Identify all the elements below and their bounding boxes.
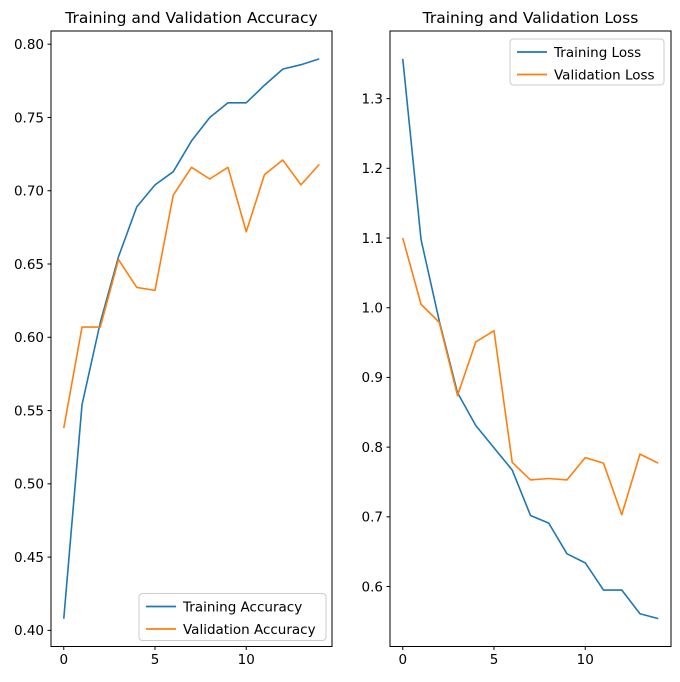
y-tick-label: 1.3 <box>362 91 383 107</box>
y-tick-label: 0.60 <box>14 330 44 346</box>
y-tick-label: 0.65 <box>14 257 44 273</box>
accuracy-chart-title: Training and Validation Accuracy <box>64 9 317 27</box>
y-tick-label: 0.45 <box>14 550 44 566</box>
y-tick-label: 0.75 <box>14 110 44 126</box>
x-tick-label: 10 <box>577 652 594 668</box>
y-tick-label: 0.6 <box>362 579 383 595</box>
accuracy-chart: 0 5 10 0.40 0.45 0.50 0.55 0.60 0.65 0.70 0.75 0.80… <box>14 9 333 668</box>
y-tick-label: 0.70 <box>14 184 44 200</box>
y-tick-label: 1.2 <box>362 161 383 177</box>
loss-chart-title: Training and Validation Loss <box>422 9 639 27</box>
legend-label-validation-loss: Validation Loss <box>554 67 655 83</box>
legend-label-training-loss: Training Loss <box>553 45 641 61</box>
y-tick-label: 1.0 <box>362 301 383 317</box>
loss-chart: 0 5 10 0.6 0.7 0.8 0.9 1.0 1.1 1.2 1.3 Training and… <box>362 9 672 668</box>
legend-label-validation-accuracy: Validation Accuracy <box>183 622 316 638</box>
loss-legend: Training Loss Validation Loss <box>509 38 665 86</box>
validation-accuracy-line <box>62 159 320 429</box>
x-tick-label: 5 <box>151 652 160 668</box>
legend-box <box>138 593 327 641</box>
x-tick-label: 0 <box>398 652 407 668</box>
y-tick-label: 0.80 <box>14 37 44 53</box>
x-tick-label: 0 <box>59 652 68 668</box>
legend-label-training-accuracy: Training Accuracy <box>182 599 302 615</box>
y-tick-label: 0.55 <box>14 403 44 419</box>
y-tick-label: 0.7 <box>362 510 383 526</box>
x-tick-label: 10 <box>238 652 255 668</box>
y-tick-label: 0.8 <box>362 440 383 456</box>
y-tick-label: 0.50 <box>14 477 44 493</box>
legend-box <box>509 38 665 86</box>
validation-loss-line <box>401 237 659 516</box>
axes-frame <box>50 30 333 647</box>
y-tick-label: 0.9 <box>362 370 383 386</box>
x-tick-label: 5 <box>490 652 499 668</box>
training-accuracy-line <box>62 58 320 619</box>
axes-frame <box>389 30 672 647</box>
accuracy-legend: Training Accuracy Validation Accuracy <box>138 593 327 641</box>
y-tick-label: 1.1 <box>362 231 383 247</box>
y-tick-label: 0.40 <box>14 623 44 639</box>
